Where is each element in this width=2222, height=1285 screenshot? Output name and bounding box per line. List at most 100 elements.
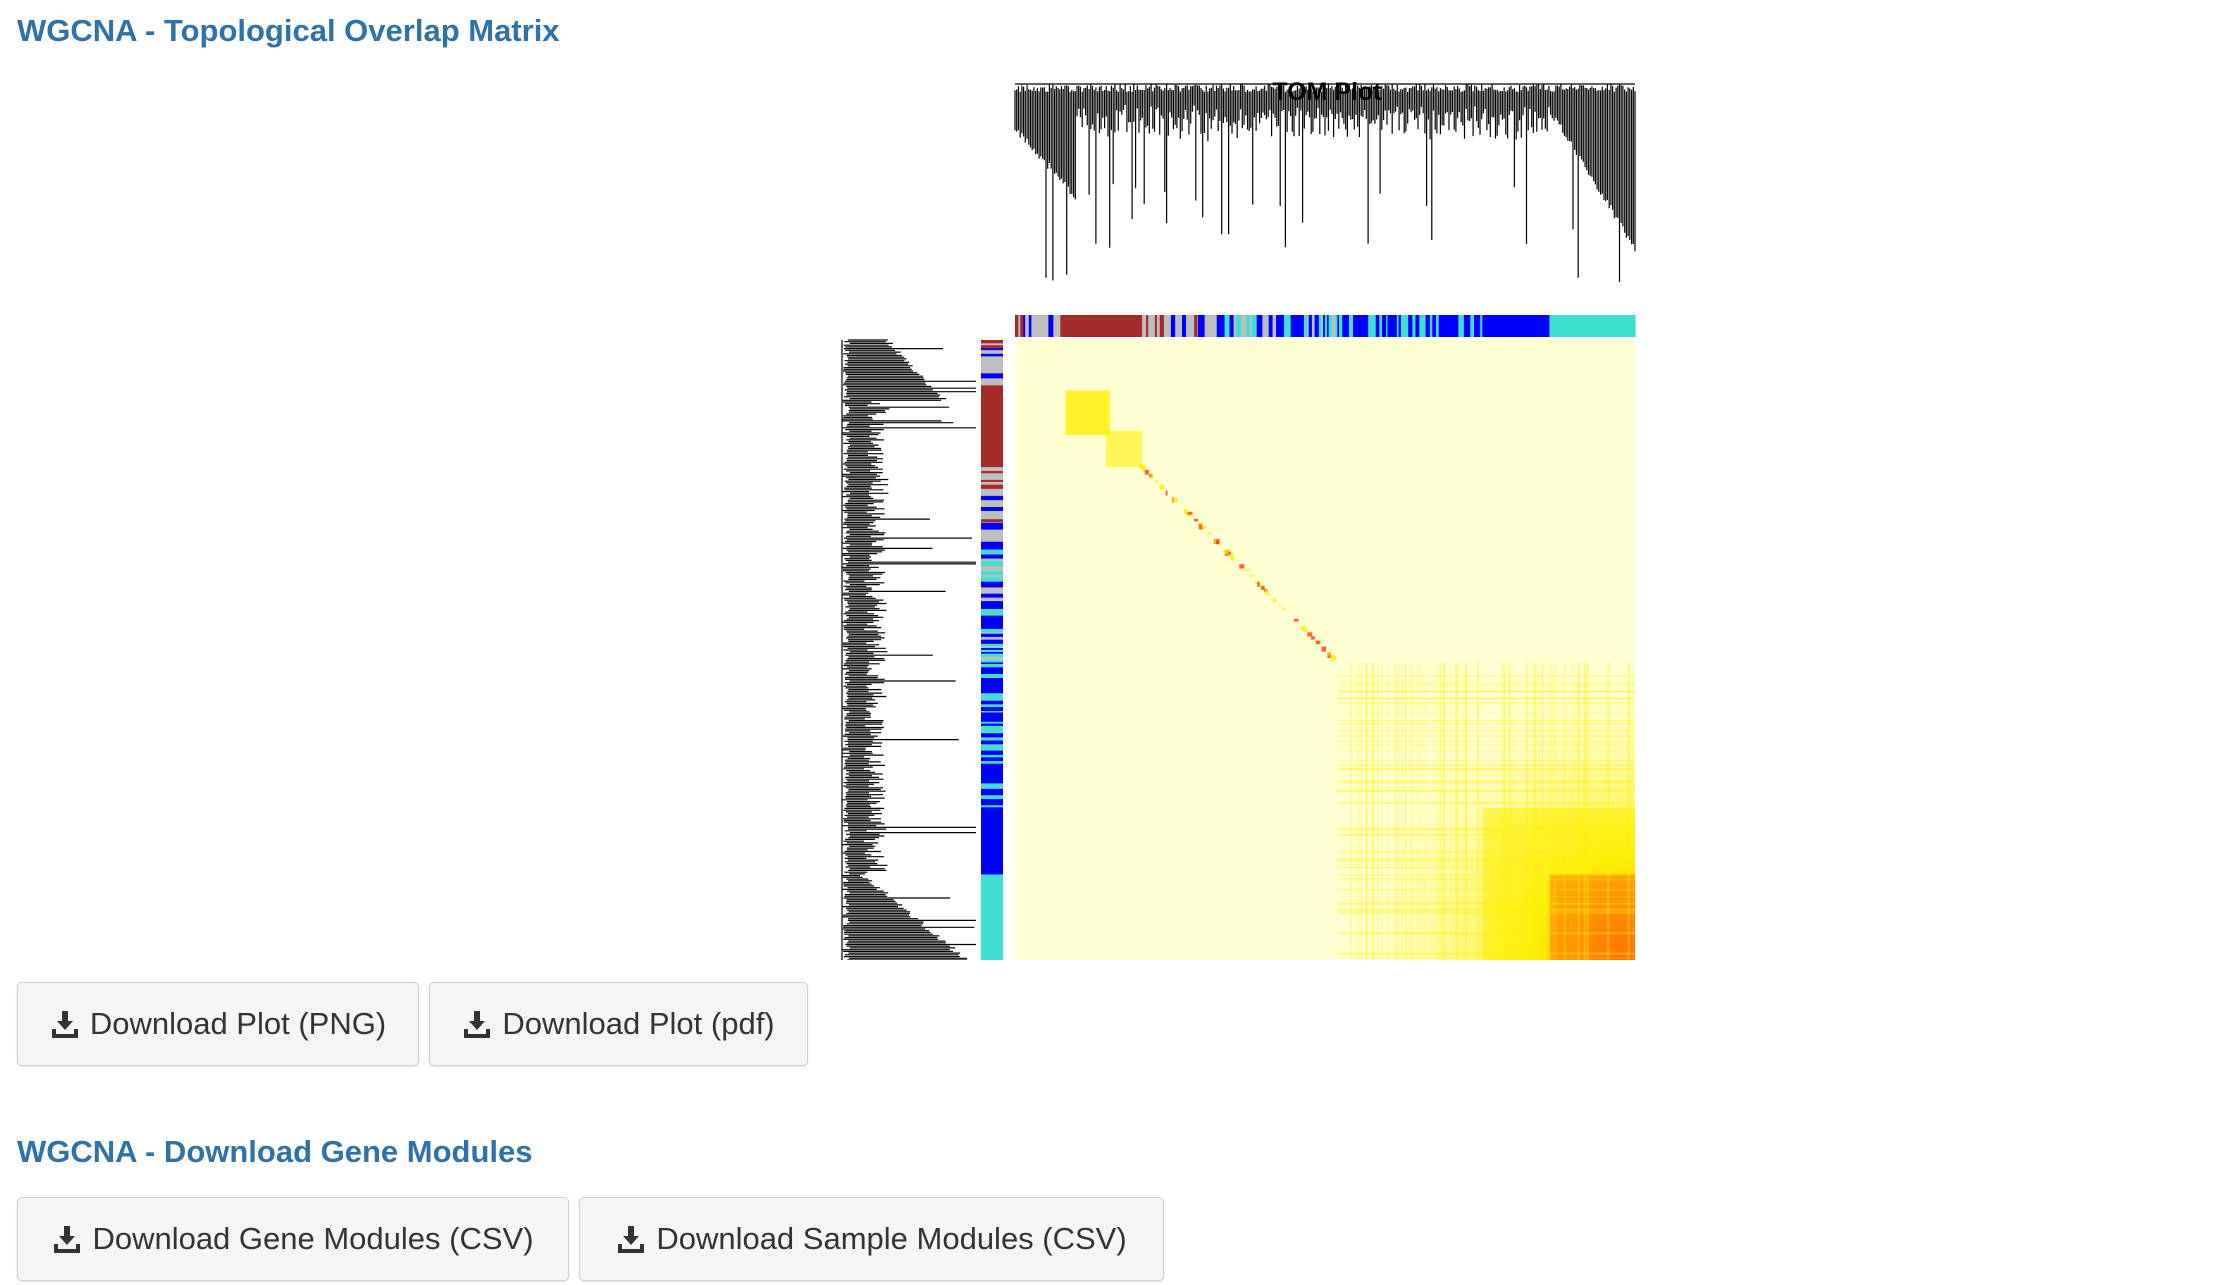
heatmap-stripe (1477, 662, 1479, 960)
module-color-segment (1180, 315, 1183, 337)
module-color-segment (981, 740, 1003, 745)
heatmap-stripe (1372, 662, 1374, 960)
heatmap-speckle (1159, 484, 1164, 490)
heatmap-stripe (1337, 953, 1635, 955)
heatmap-stripe (1337, 874, 1635, 876)
module-color-segment (1272, 315, 1277, 337)
module-color-segment (1042, 315, 1047, 337)
heatmap-stripe (1553, 662, 1555, 960)
module-color-segment (1262, 315, 1267, 337)
heatmap-stripe (1457, 662, 1459, 960)
heatmap-stripe (1337, 691, 1635, 693)
heatmap-stripe (1509, 662, 1511, 960)
module-color-segment (1303, 315, 1308, 337)
heatmap-speckle (1261, 586, 1265, 590)
module-color-segment (1375, 315, 1380, 337)
module-color-segment (1318, 315, 1322, 337)
download-sample-modules-button[interactable]: Download Sample Modules (CSV) (579, 1197, 1164, 1281)
module-color-segment (1200, 315, 1206, 337)
module-color-segment (1327, 315, 1330, 337)
heatmap-stripe (1337, 697, 1635, 699)
heatmap-speckle (1142, 467, 1147, 473)
heatmap-stripe (1387, 662, 1389, 960)
module-color-segment (1406, 315, 1409, 337)
heatmap-stripe (1628, 662, 1630, 960)
module-color-segment (981, 761, 1003, 765)
module-color-segment (1241, 315, 1244, 337)
heatmap-stripe (1337, 933, 1635, 935)
download-icon (462, 1009, 492, 1039)
module-color-segment (1163, 315, 1168, 337)
heatmap-stripe (1337, 734, 1635, 736)
download-gene-modules-button[interactable]: Download Gene Modules (CSV) (17, 1197, 569, 1281)
heatmap-stripe (1337, 833, 1635, 835)
module-color-segment (981, 371, 1003, 374)
heatmap-stripe (1608, 662, 1610, 960)
download-sample-modules-label: Download Sample Modules (CSV) (656, 1221, 1127, 1256)
module-color-segment (1148, 315, 1152, 337)
heatmap-stripe (1409, 662, 1411, 960)
module-color-segment (981, 735, 1003, 738)
heatmap-stripe (1337, 863, 1635, 865)
module-color-segment (981, 506, 1003, 512)
heatmap-speckle (1165, 490, 1168, 496)
module-color-segment (1233, 315, 1237, 337)
heatmap-stripe (1337, 838, 1635, 840)
download-plot-png-button[interactable]: Download Plot (PNG) (17, 982, 419, 1066)
heatmap-speckle (1197, 522, 1204, 525)
heatmap-stripe (1377, 662, 1379, 960)
module-color-segment (981, 522, 1003, 526)
heatmap-stripe (1337, 690, 1635, 693)
module-color-segment (1297, 315, 1302, 337)
heatmap-stripe (1337, 834, 1635, 836)
module-color-segment (981, 678, 1003, 682)
heatmap-stripe (1626, 662, 1629, 960)
module-color-segment (981, 360, 1003, 365)
module-color-segment (1186, 315, 1192, 337)
heatmap-stripe (1563, 662, 1565, 960)
module-color-segment (981, 561, 1003, 564)
heatmap-stripe (1373, 662, 1375, 960)
heatmap-speckle (1224, 549, 1229, 555)
module-color-segment (1387, 315, 1391, 337)
module-color-segment (981, 653, 1003, 658)
heatmap-stripe (1411, 662, 1413, 960)
module-color-segment (981, 805, 1003, 808)
heatmap-stripe (1526, 662, 1529, 960)
module-color-segment (1023, 315, 1026, 337)
module-color-segment (981, 511, 1003, 517)
heatmap-stripe (1337, 908, 1635, 910)
module-color-segment (1216, 315, 1222, 337)
module-color-segment (1284, 315, 1288, 337)
module-color-segment (981, 574, 1003, 578)
module-color-segment (1445, 315, 1449, 337)
module-color-segment (981, 576, 1003, 583)
module-color-segment (1461, 315, 1465, 337)
module-color-segment (981, 744, 1003, 748)
heatmap-stripe (1337, 900, 1635, 902)
heatmap-stripe (1628, 662, 1630, 960)
module-color-segment (981, 471, 1003, 474)
module-color-segment (981, 746, 1003, 752)
heatmap-speckle (1327, 652, 1330, 656)
module-color-segment (981, 778, 1003, 782)
module-color-segment (981, 632, 1003, 635)
module-color-segment (1038, 315, 1044, 337)
heatmap-stripe (1504, 662, 1506, 960)
module-color-segment (981, 800, 1003, 803)
module-color-segment (1211, 315, 1218, 337)
heatmap-stripe (1538, 662, 1540, 960)
section-title-modules: WGCNA - Download Gene Modules (17, 1134, 533, 1169)
module-color-segment (1447, 315, 1450, 337)
download-plot-pdf-button[interactable]: Download Plot (pdf) (429, 982, 808, 1066)
heatmap-speckle (1321, 646, 1327, 652)
heatmap-stripe (1337, 683, 1635, 685)
module-color-segment (1429, 315, 1433, 337)
heatmap-stripe (1337, 860, 1635, 862)
module-color-segment (981, 646, 1003, 649)
heatmap-stripe (1577, 662, 1580, 960)
heatmap-stripe (1337, 698, 1635, 700)
heatmap-stripe (1575, 662, 1577, 960)
heatmap-module-block (1065, 390, 1110, 435)
module-color-segment (981, 633, 1003, 638)
